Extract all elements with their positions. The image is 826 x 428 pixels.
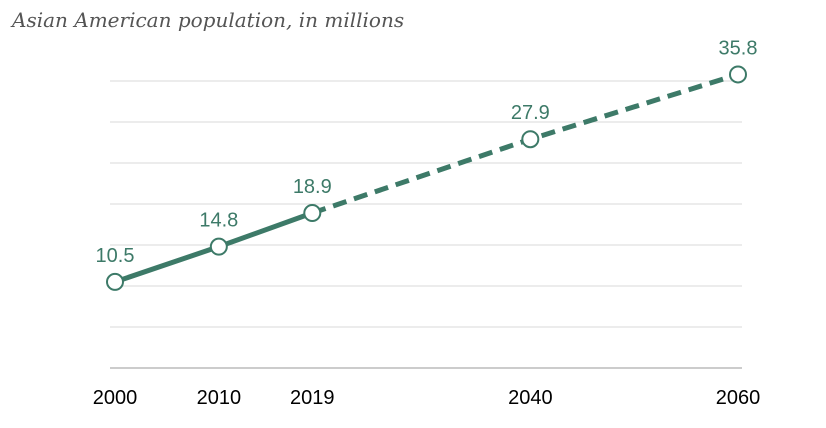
x-tick-label: 2000	[93, 387, 138, 409]
data-point	[303, 204, 322, 223]
data-labels: 10.5 14.8 18.9 27.9 35.8	[96, 37, 758, 266]
data-point	[106, 272, 124, 291]
chart-title: Asian American population, in millions	[12, 8, 405, 32]
series-lines	[112, 72, 739, 285]
data-point	[209, 237, 228, 256]
data-points	[106, 65, 747, 291]
data-label: 18.9	[293, 176, 332, 198]
data-label: 10.5	[96, 245, 135, 267]
x-tick-label: 2040	[508, 387, 553, 409]
data-point	[729, 65, 747, 84]
x-tick-label: 2060	[716, 387, 761, 409]
x-axis-tick-labels: 2000 2010 2019 2040 2060	[93, 387, 761, 409]
x-tick-label: 2010	[197, 387, 242, 409]
data-label: 35.8	[719, 37, 758, 59]
data-point	[521, 130, 540, 149]
x-tick-label: 2019	[290, 387, 335, 409]
data-label: 14.8	[199, 210, 238, 232]
data-label: 27.9	[511, 102, 550, 124]
